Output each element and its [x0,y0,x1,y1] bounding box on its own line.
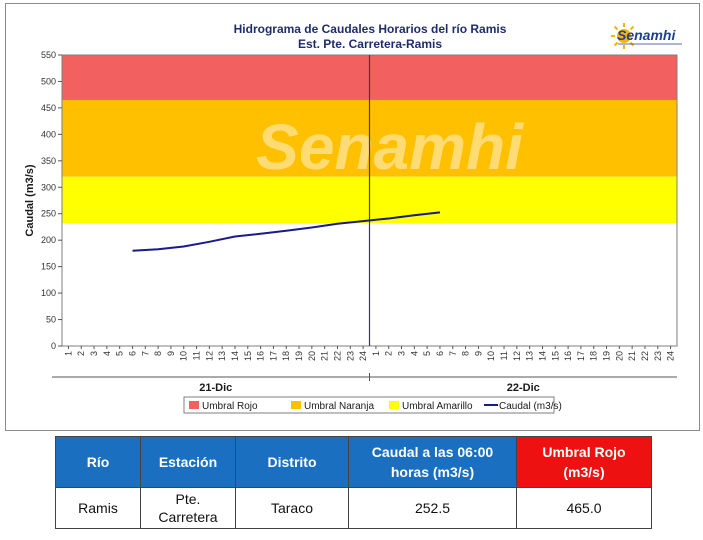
x-tick-label: 8 [153,351,163,356]
x-tick-label: 1 [371,351,381,356]
x-tick-label: 16 [256,351,266,361]
station-info-table: Río Estación Distrito Caudal a las 06:00… [55,436,652,529]
day-label: 21-Dic [199,382,232,394]
y-tick-label: 300 [41,182,56,192]
x-tick-label: 5 [115,351,125,356]
x-tick-label: 11 [192,351,202,360]
x-tick-label: 10 [486,351,496,361]
x-tick-label: 23 [345,351,355,361]
x-tick-label: 13 [217,351,227,361]
chart-frame: Hidrograma de Caudales Horarios del río … [5,3,700,431]
x-tick-label: 3 [89,351,99,356]
y-tick-label: 500 [41,76,56,86]
y-tick-label: 450 [41,103,56,113]
x-tick-label: 21 [320,351,330,361]
header-estacion: Estación [140,436,236,488]
legend-label-umbral-rojo: Umbral Rojo [202,401,258,412]
x-tick-label: 21 [627,351,637,361]
legend-swatch-umbral-rojo [189,401,199,409]
x-tick-label: 6 [127,351,137,356]
legend-label-caudal-m3-s: Caudal (m3/s) [499,401,562,412]
x-tick-label: 14 [537,351,547,361]
x-tick-label: 9 [166,351,176,356]
x-tick-label: 15 [243,351,253,361]
x-tick-label: 5 [422,351,432,356]
y-axis-title: Caudal (m3/s) [24,164,36,236]
x-tick-label: 18 [281,351,291,361]
chart-title: Hidrograma de Caudales Horarios del río … [234,22,507,36]
header-umbral-rojo: Umbral Rojo (m3/s) [516,436,652,488]
x-tick-label: 12 [512,351,522,361]
x-tick-label: 11 [499,351,509,360]
x-tick-label: 22 [640,351,650,361]
x-tick-label: 19 [294,351,304,361]
x-tick-label: 4 [102,351,112,356]
x-tick-label: 8 [461,351,471,356]
y-tick-label: 250 [41,209,56,219]
x-tick-label: 19 [602,351,612,361]
legend-label-umbral-amarillo: Umbral Amarillo [402,401,473,412]
x-tick-label: 1 [63,351,73,356]
x-tick-label: 14 [230,351,240,361]
table-row: Ramis Pte. Carretera Taraco 252.5 465.0 [55,487,652,529]
x-tick-label: 24 [358,351,368,361]
senamhi-logo: Senamhi [611,23,682,49]
x-tick-label: 7 [448,351,458,356]
x-tick-label: 18 [589,351,599,361]
legend-swatch-umbral-naranja [291,401,301,409]
x-tick-label: 13 [525,351,535,361]
x-tick-label: 15 [550,351,560,361]
watermark-text: Senamhi [256,111,524,183]
cell-caudal: 252.5 [348,487,517,529]
x-tick-label: 20 [614,351,624,361]
x-tick-label: 7 [140,351,150,356]
cell-umbral-rojo: 465.0 [516,487,652,529]
x-tick-label: 9 [473,351,483,356]
legend-swatch-umbral-amarillo [389,401,399,409]
cell-estacion: Pte. Carretera [140,487,236,529]
day-label: 22-Dic [507,382,540,394]
logo-text: Senamhi [617,27,676,43]
x-tick-label: 16 [563,351,573,361]
table-header-row: Río Estación Distrito Caudal a las 06:00… [55,436,652,488]
x-tick-label: 2 [76,351,86,356]
legend-label-umbral-naranja: Umbral Naranja [304,401,374,412]
x-tick-label: 2 [384,351,394,356]
x-tick-label: 22 [332,351,342,361]
x-tick-label: 3 [397,351,407,356]
header-rio: Río [55,436,141,488]
y-tick-label: 150 [41,262,56,272]
cell-distrito: Taraco [235,487,349,529]
series-line-caudal [132,211,441,252]
x-tick-label: 23 [653,351,663,361]
x-tick-label: 17 [268,351,278,361]
x-tick-label: 17 [576,351,586,361]
header-caudal: Caudal a las 06:00 horas (m3/s) [348,436,517,488]
sun-icon [611,23,635,49]
y-tick-label: 200 [41,235,56,245]
x-tick-label: 10 [179,351,189,361]
cell-rio: Ramis [55,487,141,529]
x-tick-label: 24 [666,351,676,361]
x-tick-label: 4 [409,351,419,356]
y-tick-label: 350 [41,156,56,166]
chart-subtitle: Est. Pte. Carretera-Ramis [298,37,442,51]
x-tick-label: 12 [204,351,214,361]
x-tick-label: 6 [435,351,445,356]
x-tick-label: 20 [307,351,317,361]
y-tick-label: 50 [46,315,56,325]
header-distrito: Distrito [235,436,349,488]
legend-box [183,396,555,414]
y-tick-label: 550 [41,50,56,60]
hydrograph-chart: Hidrograma de Caudales Horarios del río … [24,22,682,414]
y-tick-label: 0 [51,341,56,351]
y-tick-label: 400 [41,129,56,139]
y-tick-label: 100 [41,288,56,298]
